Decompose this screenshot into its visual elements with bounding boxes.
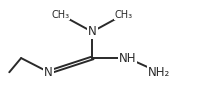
Text: N: N: [88, 25, 96, 38]
Text: N: N: [44, 66, 53, 79]
Text: NH: NH: [119, 52, 136, 65]
Text: CH₃: CH₃: [51, 10, 70, 20]
Text: CH₃: CH₃: [115, 10, 133, 20]
Text: NH₂: NH₂: [148, 66, 170, 79]
